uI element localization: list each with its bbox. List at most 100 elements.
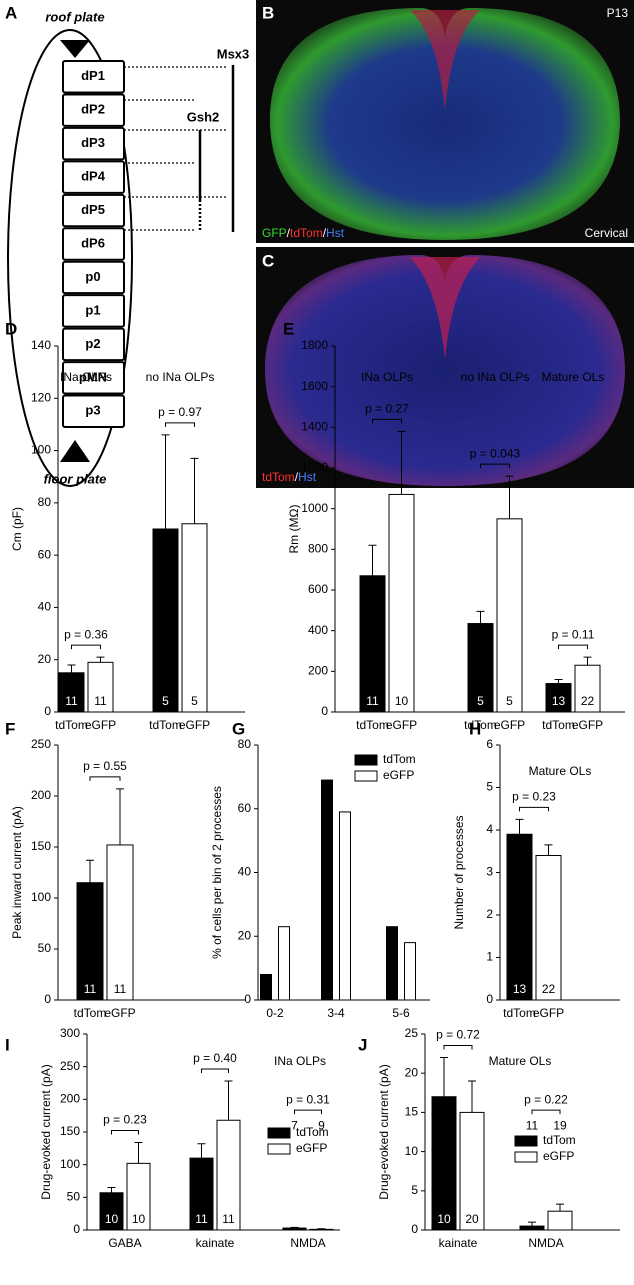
legend-label: tdTom [543, 1133, 576, 1147]
error-bar [317, 1228, 326, 1230]
y-tick-label: 1800 [301, 338, 328, 352]
y-axis-label: Drug-evoked current (pA) [377, 1064, 391, 1199]
y-tick-label: 100 [31, 890, 51, 904]
y-tick-label: 20 [38, 652, 52, 666]
y-tick-label: 20 [238, 928, 252, 942]
n-label: 5 [191, 694, 198, 708]
panel-label: C [262, 251, 274, 270]
n-label: 13 [513, 982, 527, 996]
bar [58, 672, 85, 713]
error-bar [554, 678, 563, 684]
panel-label: F [5, 719, 15, 738]
error-bar [96, 656, 105, 663]
error-bar [528, 1221, 536, 1227]
y-tick-label: 100 [60, 1157, 80, 1171]
panel-label: D [5, 319, 17, 338]
n-label: 22 [581, 694, 595, 708]
error-bar [468, 1080, 476, 1113]
chart-title: Mature OLs [489, 1054, 552, 1068]
legend-swatch [354, 770, 378, 782]
error-bar [397, 430, 406, 495]
bar [574, 664, 601, 713]
n-label: 5 [162, 694, 169, 708]
chart: E Rm (MΩ) 0 200 400 600 800 1000 1200 1400 1600 180… [283, 319, 625, 732]
age-label: P13 [607, 6, 629, 20]
group-label: INa OLPs [60, 370, 112, 384]
y-tick-label: 250 [31, 737, 51, 751]
domain-label: p3 [85, 403, 100, 418]
y-tick-label: 5 [486, 780, 493, 794]
p-value: p = 0.043 [470, 446, 521, 460]
significance-bracket [89, 776, 121, 781]
domain-box [62, 93, 125, 127]
y-tick-label: 600 [308, 582, 328, 596]
micrograph-c [256, 247, 634, 488]
n-label: 10 [105, 1212, 119, 1226]
error-bar [116, 788, 124, 845]
y-tick-label: 200 [31, 788, 51, 802]
y-tick-label: 4 [486, 822, 493, 836]
y-tick-label: 250 [60, 1059, 80, 1073]
legend-label: eGFP [296, 1141, 327, 1155]
n-label: 11 [526, 1118, 539, 1132]
y-tick-label: 0 [244, 992, 251, 1006]
bar [386, 926, 398, 1001]
domain-label: p2 [85, 336, 100, 351]
y-axis-label: Cm (pF) [10, 507, 24, 551]
n-label: 20 [465, 1212, 479, 1226]
error-bar [515, 818, 524, 835]
domain-label: dP4 [81, 169, 106, 184]
bar-label: tdTom [149, 718, 182, 732]
y-tick-label: 1600 [301, 379, 328, 393]
chart-title: Mature OLs [529, 764, 592, 778]
p-value: p = 0.11 [552, 627, 595, 641]
panel-label: B [262, 3, 274, 22]
bar-label: eGFP [104, 1006, 135, 1020]
bar-label: eGFP [572, 718, 603, 732]
x-tick-label: 3-4 [327, 1006, 345, 1020]
y-tick-label: 1400 [301, 420, 328, 434]
n-label: 5 [506, 694, 513, 708]
domain-box [62, 361, 125, 395]
neural-tube-outline [7, 29, 133, 487]
y-tick-label: 40 [38, 600, 52, 614]
bar-label: eGFP [179, 718, 210, 732]
n-label: 10 [132, 1212, 146, 1226]
bar-label: tdTom [503, 1006, 536, 1020]
panel-label: E [283, 319, 294, 338]
chart: I INa OLPs Drug-evoked current (pA) 0 50 100 1… [5, 1026, 340, 1250]
legend-swatch [514, 1135, 538, 1147]
domain-label: pMN [79, 369, 107, 384]
bar-label: eGFP [533, 1006, 564, 1020]
y-tick-label: 200 [308, 664, 328, 678]
y-tick-label: 3 [486, 865, 493, 879]
y-tick-label: 50 [67, 1190, 81, 1204]
y-axis-label: Peak inward current (pA) [10, 806, 24, 939]
p-value: p = 0.22 [524, 1092, 568, 1106]
significance-bracket [443, 1045, 473, 1050]
error-bar [224, 1080, 233, 1121]
significance-bracket [480, 463, 510, 469]
stain-part: / [323, 226, 327, 240]
floor-triangle [60, 440, 90, 462]
domain-label: dP2 [81, 102, 105, 117]
bar [260, 974, 272, 1001]
error-bar [368, 544, 377, 576]
bar [535, 855, 562, 1001]
y-tick-label: 20 [405, 1065, 419, 1079]
error-bar [197, 1143, 206, 1159]
bar-label: eGFP [494, 718, 525, 732]
bar [404, 942, 416, 1001]
bar [545, 683, 572, 713]
error-bar [440, 1057, 448, 1097]
y-tick-label: 2 [486, 907, 493, 921]
n-label: 7 [291, 1118, 298, 1132]
legend-label: eGFP [383, 768, 414, 782]
y-tick-label: 10 [405, 1144, 419, 1158]
n-label: 22 [542, 982, 556, 996]
significance-bracket [294, 1109, 322, 1115]
significance-bracket [372, 418, 402, 424]
y-tick-label: 120 [31, 390, 51, 404]
y-tick-label: 60 [38, 547, 52, 561]
